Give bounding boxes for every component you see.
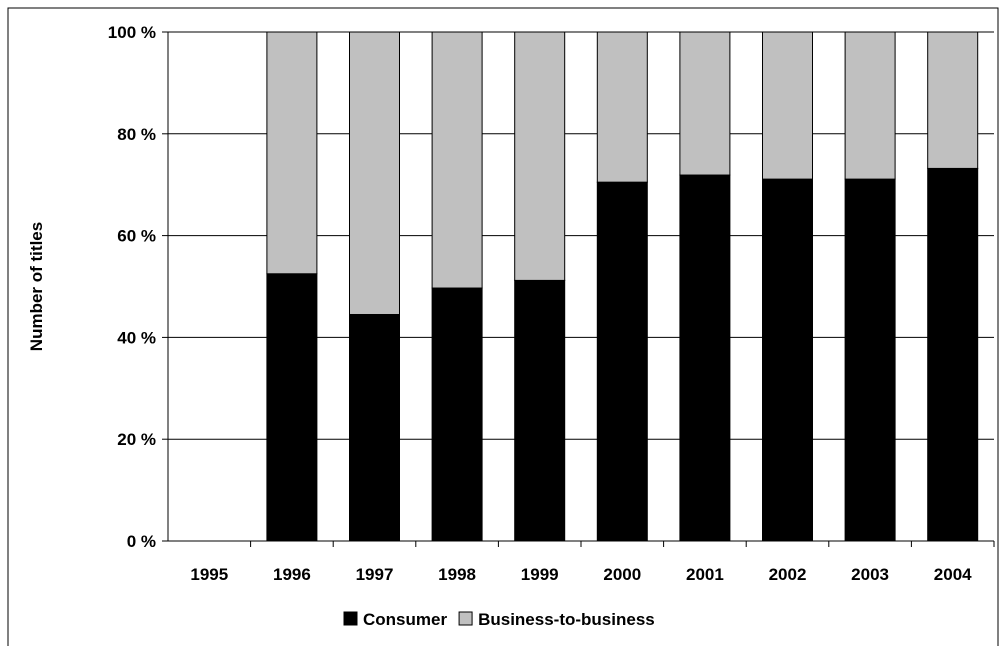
- x-tick-label: 2004: [934, 565, 972, 584]
- x-tick-label: 1999: [521, 565, 559, 584]
- y-tick-label: 80 %: [117, 125, 156, 144]
- bar-consumer-2004: [927, 167, 979, 542]
- y-tick-label: 100 %: [108, 23, 156, 42]
- bar-business-to-business-1996: [266, 31, 318, 275]
- y-tick-label: 20 %: [117, 430, 156, 449]
- legend-swatch-business-to-business: [458, 611, 473, 626]
- bar-business-to-business-2002: [762, 31, 813, 180]
- y-tick-label: 40 %: [117, 328, 156, 347]
- axes: [162, 31, 995, 547]
- bar-consumer-2003: [844, 178, 896, 542]
- x-tick-labels: 1995 1996 1997 1998 1999 2000 2001 2002 2003 2004: [190, 565, 972, 584]
- bar-consumer-2000: [596, 181, 648, 542]
- x-tick-label: 1998: [438, 565, 476, 584]
- x-tick-label: 2003: [851, 565, 889, 584]
- y-tick-labels: 0 % 20 % 40 % 60 % 80 % 100 %: [108, 23, 156, 551]
- bar-business-to-business-1997: [349, 31, 400, 315]
- legend-label-business-to-business: Business-to-business: [478, 610, 655, 629]
- bar-consumer-2002: [762, 178, 813, 542]
- y-tick-label: 60 %: [117, 227, 156, 246]
- x-tick-label: 1997: [356, 565, 394, 584]
- x-tick-label: 2002: [769, 565, 807, 584]
- bar-consumer-1997: [349, 313, 400, 542]
- x-tick-label: 2000: [603, 565, 641, 584]
- legend-label-consumer: Consumer: [363, 610, 447, 629]
- bar-business-to-business-1999: [514, 31, 566, 281]
- bar-business-to-business-2003: [844, 31, 896, 180]
- x-tick-label: 2001: [686, 565, 724, 584]
- y-axis-title: Number of titles: [27, 222, 46, 351]
- bar-business-to-business-2004: [927, 31, 979, 169]
- bar-consumer-1996: [266, 273, 318, 542]
- chart-border: [7, 7, 999, 646]
- bar-consumer-1999: [514, 279, 566, 542]
- x-tick-label: 1995: [190, 565, 228, 584]
- bar-consumer-2001: [679, 174, 731, 542]
- bar-business-to-business-2001: [679, 31, 731, 176]
- y-tick-label: 0 %: [127, 532, 156, 551]
- bar-business-to-business-2000: [596, 31, 648, 183]
- bar-business-to-business-1998: [431, 31, 483, 289]
- x-tick-label: 1996: [273, 565, 311, 584]
- legend-swatch-consumer: [343, 611, 358, 626]
- bars: [266, 31, 979, 542]
- bar-consumer-1998: [431, 287, 483, 542]
- legend: Consumer Business-to-business: [343, 610, 655, 629]
